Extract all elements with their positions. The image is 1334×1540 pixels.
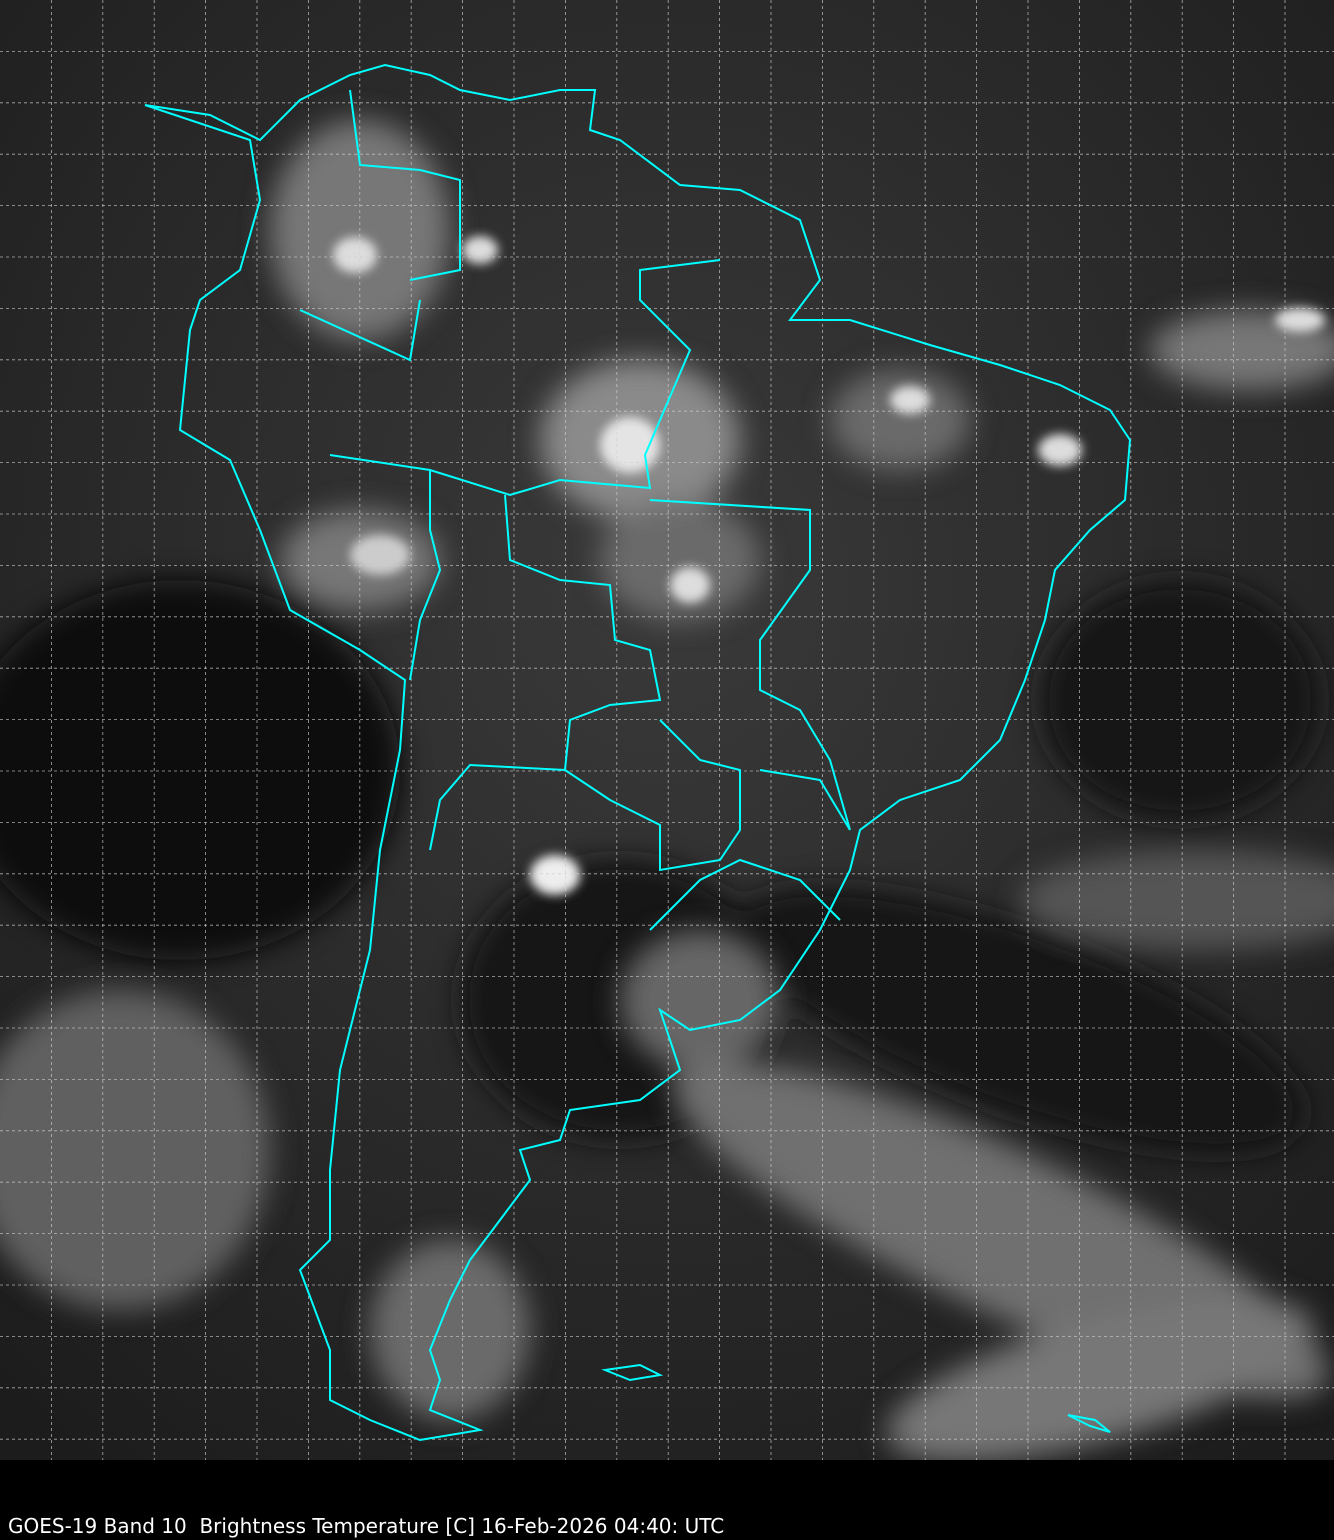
- country-borders: [299, 89, 851, 931]
- satellite-image-map: [0, 0, 1334, 1460]
- island-falklands: [601, 1363, 664, 1382]
- political-boundaries: [144, 63, 1132, 1442]
- south-america-coastline: [144, 63, 1132, 1442]
- image-caption: GOES-19 Band 10 Brightness Temperature […: [8, 1514, 725, 1538]
- island-south-georgia: [1067, 1414, 1111, 1433]
